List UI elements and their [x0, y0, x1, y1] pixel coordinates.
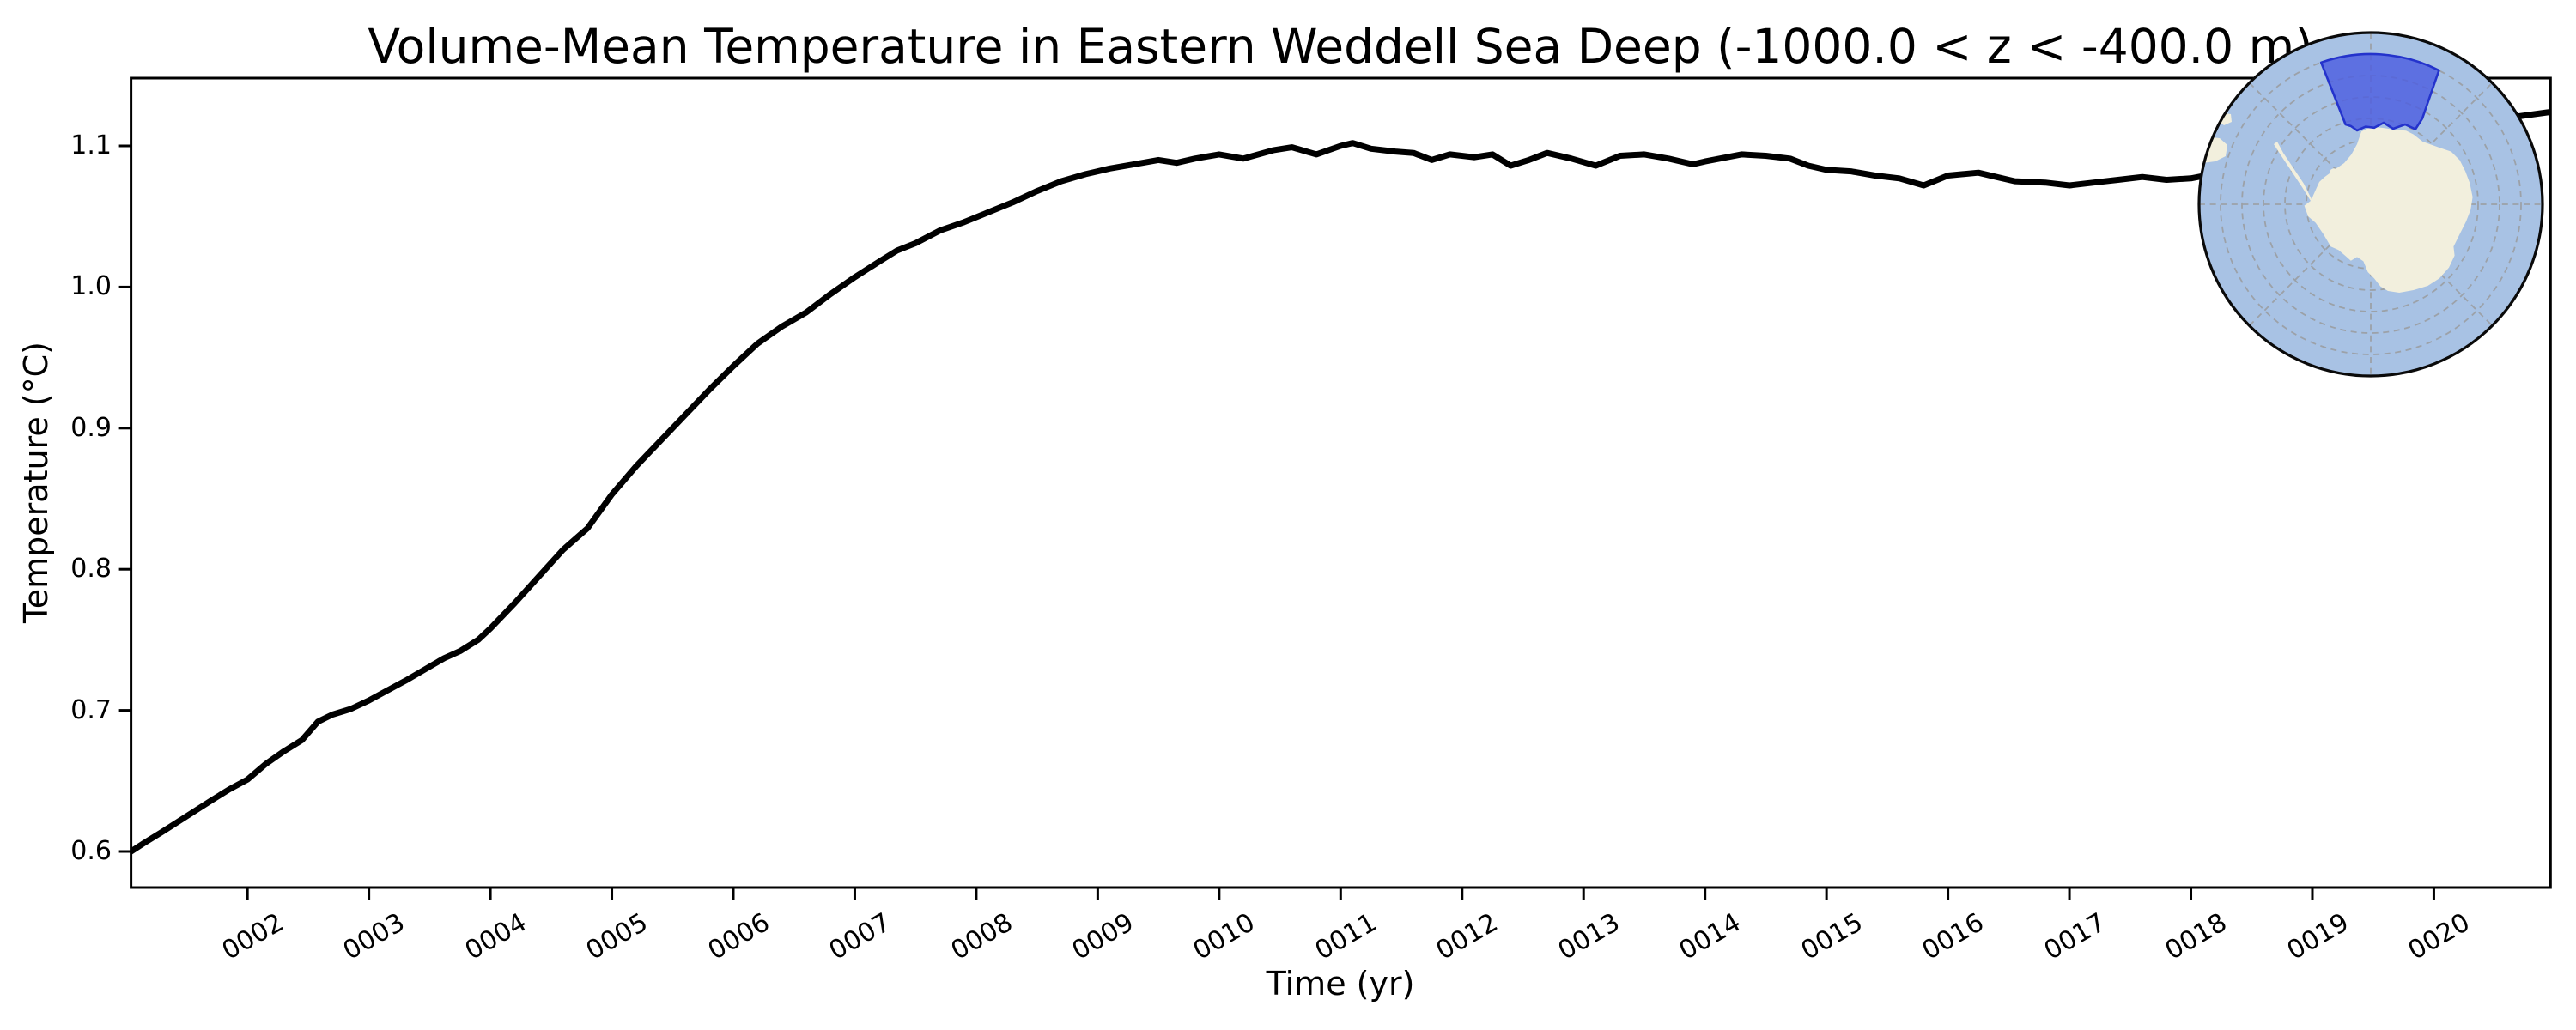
region-highlight-wedge: [2319, 52, 2440, 132]
y-tick-label: 1.1: [70, 130, 112, 161]
y-tick-label: 1.0: [70, 271, 112, 302]
y-tick-label: 0.9: [70, 412, 112, 443]
map-border: [2197, 31, 2544, 378]
y-tick-label: 0.7: [70, 694, 112, 725]
y-tick-label: 0.6: [70, 836, 112, 866]
inset-map: [2197, 31, 2544, 378]
antarctica-landmass: [2274, 126, 2473, 293]
chart-title: Volume-Mean Temperature in Eastern Wedde…: [368, 19, 2313, 74]
axis-tick-marks: [118, 144, 2435, 900]
temperature-line: [131, 109, 2551, 855]
x-axis-label: Time (yr): [1266, 965, 1415, 1003]
plot-spines: [130, 76, 2552, 889]
island: [2339, 180, 2345, 187]
y-tick-label: 0.8: [70, 554, 112, 585]
y-axis-label: Temperature (°C): [17, 342, 55, 623]
island: [2330, 168, 2338, 177]
